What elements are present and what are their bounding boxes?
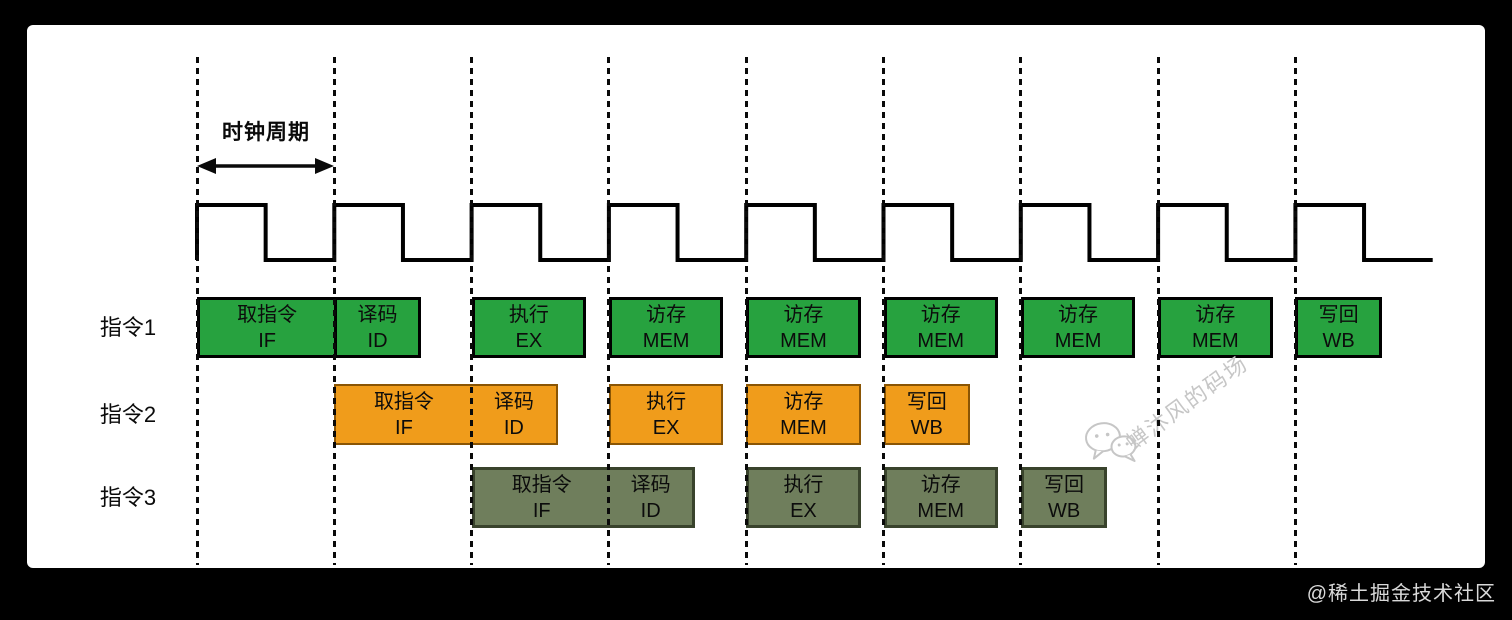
stage-box-zh: 取指令 <box>373 390 434 413</box>
stage-box-en: IF <box>258 329 277 352</box>
stage-box-指令1-ID: 译码 ID <box>334 297 421 358</box>
stage-box-en: EX <box>652 416 680 439</box>
stage-box-zh: 执行 <box>646 390 687 413</box>
stage-box-en: WB <box>1047 499 1081 522</box>
stage-box-en: EX <box>790 499 817 522</box>
stage-box-en: MEM <box>1192 329 1239 352</box>
stage-box-en: MEM <box>917 329 965 352</box>
stage-box-zh: 访存 <box>646 303 687 326</box>
stage-box-en: ID <box>367 329 388 352</box>
stage-box-指令2-ID: 译码 ID <box>471 384 559 445</box>
stage-box-zh: 译码 <box>357 303 398 326</box>
stage-box-zh: 写回 <box>906 390 947 413</box>
stage-box-en: MEM <box>780 416 827 439</box>
stage-box-zh: 访存 <box>783 303 824 326</box>
stage-box-zh: 执行 <box>783 473 824 496</box>
stage-box-指令2-MEM: 访存 MEM <box>746 384 861 445</box>
stage-box-指令3-WB: 写回 WB <box>1020 467 1108 528</box>
instruction-row-label: 指令3 <box>99 484 157 510</box>
stage-box-指令3-MEM: 访存 MEM <box>883 467 998 528</box>
juejin-credit: @稀土掘金技术社区 <box>1306 583 1496 605</box>
stage-box-zh: 写回 <box>1318 303 1359 326</box>
stage-box-指令3-ID: 译码 ID <box>608 467 696 528</box>
stage-box-en: MEM <box>780 329 827 352</box>
stage-box-en: IF <box>395 416 413 439</box>
stage-box-zh: 访存 <box>920 303 961 326</box>
stage-box-en: ID <box>640 499 661 522</box>
stage-box-指令1-MEM: 访存 MEM <box>746 297 861 358</box>
stage-box-指令3-EX: 执行 EX <box>746 467 861 528</box>
stage-box-en: MEM <box>917 499 965 522</box>
stage-box-en: MEM <box>1054 329 1102 352</box>
stage-box-en: ID <box>503 416 524 439</box>
stage-box-en: MEM <box>642 329 690 352</box>
stage-box-zh: 译码 <box>630 473 671 496</box>
stage-box-zh: 访存 <box>920 473 961 496</box>
stage-box-zh: 执行 <box>508 303 549 326</box>
stage-box-en: EX <box>515 329 543 352</box>
stage-box-en: IF <box>532 499 551 522</box>
stage-box-en: WB <box>910 416 943 439</box>
stage-box-指令1-EX: 执行 EX <box>471 297 587 358</box>
stage-box-zh: 取指令 <box>511 473 572 496</box>
stage-box-zh: 取指令 <box>237 303 298 326</box>
stage-box-指令1-MEM: 访存 MEM <box>883 297 998 358</box>
stage-box-指令1-MEM: 访存 MEM <box>1020 297 1136 358</box>
stage-box-zh: 访存 <box>1058 303 1099 326</box>
stage-box-zh: 访存 <box>783 390 824 413</box>
stage-box-指令2-WB: 写回 WB <box>883 384 970 445</box>
stage-box-zh: 访存 <box>1195 303 1236 326</box>
stage-box-指令1-MEM: 访存 MEM <box>1158 297 1273 358</box>
stage-box-zh: 译码 <box>493 390 534 413</box>
clock-cycle-label: 时钟周期 <box>222 121 310 144</box>
wechat-icon <box>1085 422 1137 463</box>
stage-box-指令2-IF: 取指令 IF <box>334 384 472 445</box>
stage-box-指令1-WB: 写回 WB <box>1295 297 1382 358</box>
instruction-row-label: 指令2 <box>99 401 157 427</box>
stage-box-指令1-MEM: 访存 MEM <box>608 297 724 358</box>
stage-box-指令2-EX: 执行 EX <box>608 384 724 445</box>
stage-box-en: WB <box>1322 329 1355 352</box>
instruction-row-label: 指令1 <box>99 314 157 340</box>
stage-box-zh: 写回 <box>1044 473 1085 496</box>
stage-box-指令1-IF: 取指令 IF <box>197 297 335 358</box>
stage-box-指令3-IF: 取指令 IF <box>471 467 609 528</box>
